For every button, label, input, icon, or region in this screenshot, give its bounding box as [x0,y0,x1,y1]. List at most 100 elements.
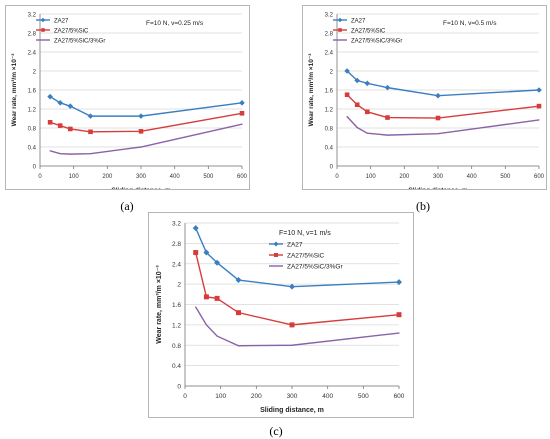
y-tick-label: 1.2 [172,322,181,329]
data-point [235,277,242,284]
chart-panel-c: 0 0.4 0.8 1.2 1.6 2 2.4 2.8 3.2 0 100 200 300 400 500 6… [148,212,414,418]
data-point [47,120,53,125]
x-tick-label: 200 [399,174,410,180]
x-tick-label: 400 [170,174,181,180]
x-tick-label: 0 [183,393,187,400]
series-line-za27-5-sic [346,94,540,119]
legend-label: ZA27/5%SiC [287,253,325,260]
data-point [88,129,93,135]
data-point [68,126,73,132]
y-tick-label: 3.2 [172,221,181,228]
data-point [138,129,144,134]
data-point [236,310,241,316]
data-point [193,250,199,256]
y-tick-label: 2.8 [28,32,37,38]
legend-label: ZA27/5%SiC/3%Gr [287,264,343,271]
data-point [435,92,441,99]
condition-label: F=10 N, v=0.25 m/s [146,20,204,27]
y-tick-label: 3.2 [325,13,334,19]
data-point [289,322,295,328]
legend-label: ZA27/5%SiC/3%Gr [351,39,402,45]
data-point [239,100,245,106]
y-tick-label: 2 [177,282,181,289]
y-tick-label: 1.2 [325,108,334,114]
legend-marker [338,28,342,32]
y-tick-label: 0 [177,384,181,391]
legend-marker [273,241,279,247]
series-line-za27-5-sic [195,252,400,326]
data-point [216,335,218,337]
data-point [195,306,197,308]
chart-panel-a: 0 0.4 0.8 1.2 1.6 2 2.4 2.8 3.2 0 100 200 300 400 500 6… [5,5,250,190]
data-point [385,115,390,120]
x-tick-label: 600 [237,174,248,180]
x-tick-label: 300 [287,393,298,400]
x-tick-label: 100 [69,174,80,180]
series-line-za27 [195,227,400,288]
data-point [346,116,348,118]
chart-b-svg: 0 0.4 0.8 1.2 1.6 2 2.4 2.8 3.2 0 100 200 300 400 500 6… [308,13,545,190]
chart-panel-b: 0 0.4 0.8 1.2 1.6 2 2.4 2.8 3.2 0 100 200 300 400 500 6… [302,5,547,190]
y-tick-label: 2.8 [172,241,181,248]
data-point [203,249,210,256]
condition-label: F=10 N, v=0.5 m/s [443,20,497,27]
data-point [354,102,360,108]
y-tick-label: 0.8 [172,343,181,350]
data-point [57,100,63,106]
legend-label: ZA27/5%SiC [54,29,89,35]
x-tick-label: 400 [467,174,478,180]
y-tick-label: 2.8 [325,32,334,38]
data-point [237,345,240,347]
chart-c-svg: 0 0.4 0.8 1.2 1.6 2 2.4 2.8 3.2 0 100 200 300 400 500 6… [156,221,405,415]
data-point [57,123,63,128]
legend-label: ZA27 [54,19,69,25]
y-tick-label: 2 [33,70,37,76]
data-point [289,283,295,290]
data-point [437,133,439,135]
y-tick-label: 0.4 [172,363,181,370]
x-tick-label: 600 [394,393,405,400]
data-point [138,113,144,119]
data-point [241,123,243,125]
y-tick-label: 2.4 [172,261,181,268]
legend-label: ZA27/5%SiC [351,29,386,35]
data-point [47,93,53,100]
y-tick-label: 2 [330,70,334,76]
x-tick-label: 200 [102,174,113,180]
data-point [59,153,61,155]
data-point [396,312,402,318]
data-point [87,113,94,119]
data-point [356,126,358,129]
data-point [214,295,220,301]
series-line-za27-5-sic-3-gr [49,123,243,155]
legend-marker [41,28,45,32]
x-axis-label: Sliding distance, m [408,187,467,189]
chart-a-svg: 0 0.4 0.8 1.2 1.6 2 2.4 2.8 3.2 0 100 200 300 400 500 6… [11,13,248,190]
condition-label: F=10 N, v=1 m/s [279,230,331,237]
x-tick-label: 500 [500,174,511,180]
data-point [49,150,51,152]
data-point [214,259,221,266]
y-tick-label: 0 [33,165,37,171]
x-tick-label: 100 [366,174,377,180]
data-point [365,109,370,115]
series-line-za27-5-sic-3-gr [346,116,540,136]
legend-marker [40,17,46,23]
x-tick-label: 500 [203,174,214,180]
legend-label: ZA27 [287,242,303,249]
x-axis-label: Sliding distance, m [260,407,324,414]
series-line-za27 [49,96,243,117]
x-tick-label: 600 [534,174,545,180]
data-point [344,92,350,98]
legend-label: ZA27 [351,19,366,25]
x-tick-label: 0 [335,174,339,180]
x-tick-label: 400 [322,393,333,400]
data-point [89,153,92,155]
x-tick-label: 100 [215,393,226,400]
x-tick-label: 200 [251,393,262,400]
y-tick-label: 0.8 [325,127,334,133]
y-tick-label: 2.4 [28,51,37,57]
series-line-za27 [346,70,540,97]
data-point [366,132,368,134]
legend-marker [337,17,343,23]
